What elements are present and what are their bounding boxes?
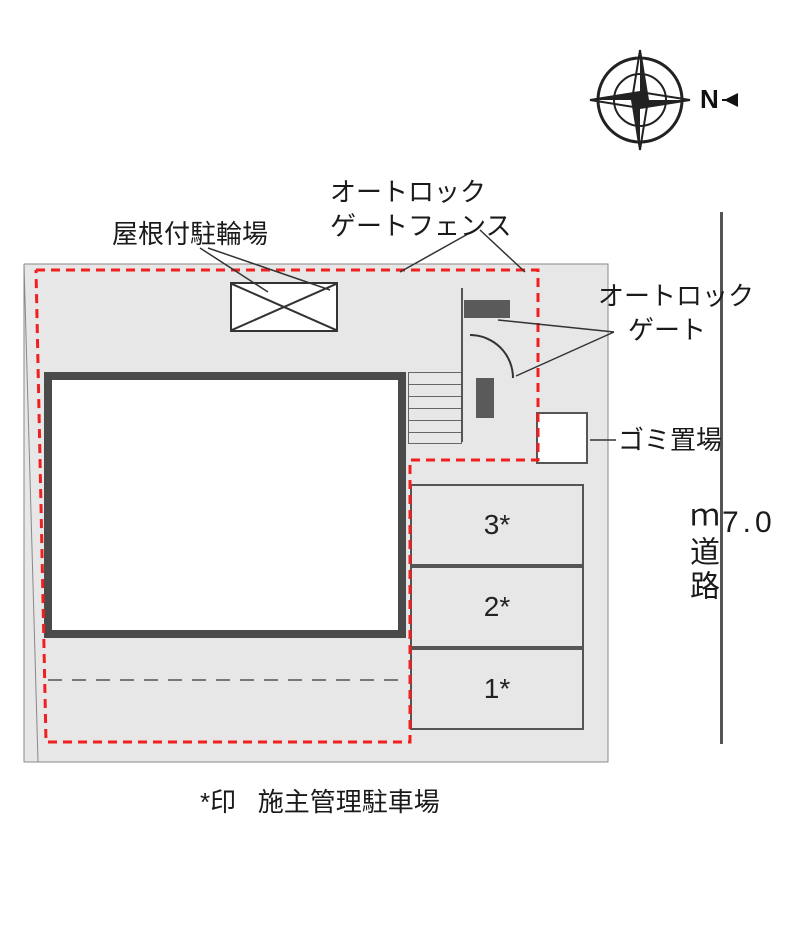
bike-parking-label: 屋根付駐輪場 bbox=[112, 218, 268, 252]
garbage-label: ゴミ置場 bbox=[618, 424, 722, 458]
building-outline bbox=[44, 372, 406, 638]
stairs bbox=[408, 372, 462, 444]
site-plan-diagram: 3* 2* 1* bbox=[0, 0, 800, 942]
parking-space-2: 2* bbox=[410, 566, 584, 648]
compass-icon: N bbox=[590, 50, 738, 150]
parking-space-3: 3* bbox=[410, 484, 584, 566]
footnote-label: *印 施主管理駐車場 bbox=[200, 786, 440, 820]
gate-pillar bbox=[476, 378, 494, 418]
gate-pillar bbox=[464, 300, 510, 318]
parking-space-1: 1* bbox=[410, 648, 584, 730]
bike-parking-box bbox=[230, 282, 338, 332]
gate-fence-label: オートロック ゲートフェンス bbox=[330, 176, 511, 244]
svg-text:N: N bbox=[700, 84, 719, 114]
road-label: 7.0 ｍ道路 bbox=[680, 502, 776, 604]
gate-label: オートロック ゲート bbox=[598, 280, 754, 348]
garbage-station bbox=[536, 412, 588, 464]
